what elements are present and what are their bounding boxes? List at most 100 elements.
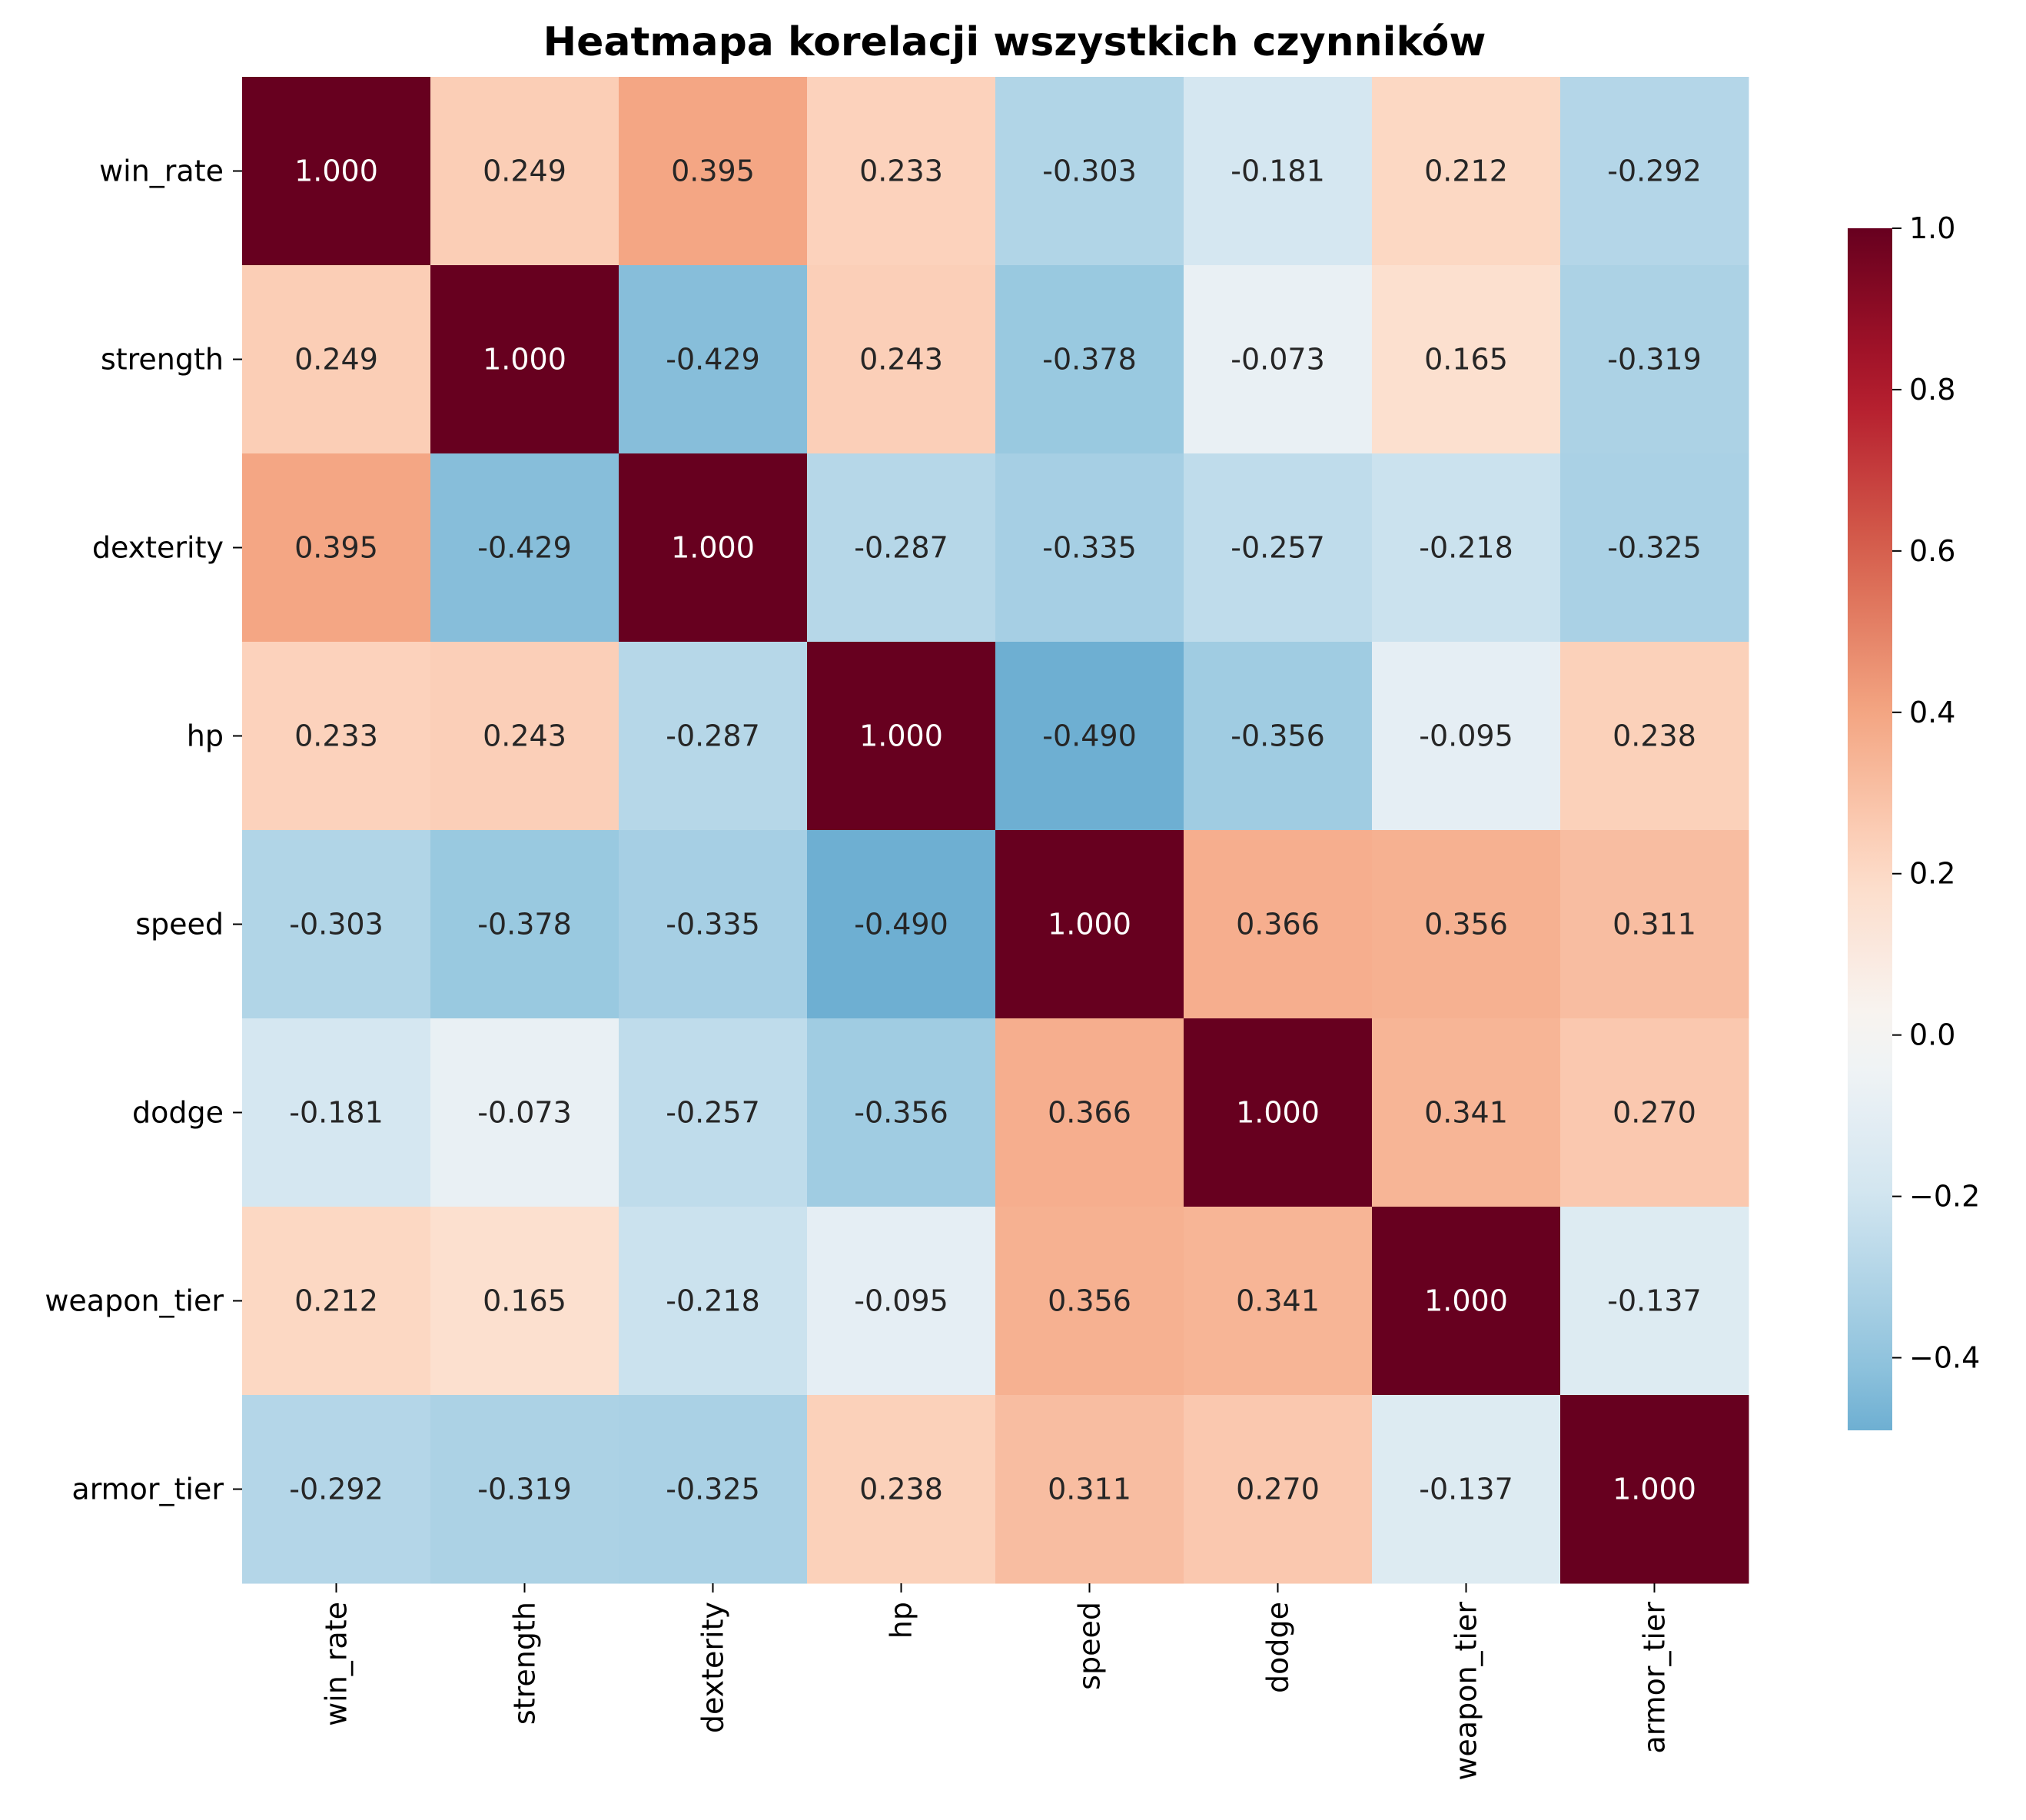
heatmap-cell-labels: 1.000 0.249 0.395 0.233 -0.303 -0.181 0.212 -0.…	[289, 154, 1702, 1506]
x-tick-label: strength	[508, 1602, 542, 1725]
heatmap-cell-win_rate-dexterity	[619, 77, 808, 266]
heatmap-cell-win_rate-hp	[807, 77, 996, 266]
heatmap-cell-dodge-speed	[995, 1018, 1184, 1207]
heatmap-cell-weapon_tier-win_rate	[242, 1207, 431, 1396]
y-axis: win_rate strength dexterity hp speed dodge wea…	[45, 154, 242, 1506]
heatmap-cell-hp-dodge	[1184, 642, 1373, 831]
cell-value-label: 1.000	[294, 154, 378, 188]
colorbar-tick-label: −0.4	[1909, 1341, 1980, 1375]
heatmap-cell-hp-hp	[807, 642, 996, 831]
cell-value-label: -0.378	[477, 908, 572, 942]
heatmap-cell-dexterity-weapon_tier	[1372, 453, 1561, 643]
cell-value-label: 1.000	[1048, 908, 1131, 942]
heatmap-cell-hp-strength	[430, 642, 619, 831]
heatmap-cell-win_rate-win_rate	[242, 77, 431, 266]
heatmap-cell-weapon_tier-armor_tier	[1560, 1207, 1749, 1396]
cell-value-label: -0.429	[666, 343, 760, 377]
heatmap-cell-dodge-weapon_tier	[1372, 1018, 1561, 1207]
colorbar-tick-label: −0.2	[1909, 1180, 1980, 1214]
cell-value-label: 0.311	[1048, 1473, 1131, 1506]
cell-value-label: 0.270	[1236, 1473, 1320, 1506]
x-axis: win_rate strength dexterity hp speed dodge wea…	[320, 1583, 1672, 1781]
cell-value-label: -0.095	[1419, 719, 1513, 753]
heatmap-cell-dexterity-strength	[430, 453, 619, 643]
cell-value-label: -0.292	[1607, 154, 1702, 188]
colorbar-tick-label: 0.0	[1909, 1018, 1955, 1052]
cell-value-label: -0.257	[666, 1096, 760, 1130]
cell-value-label: 0.212	[294, 1284, 378, 1318]
heatmap-cell-win_rate-speed	[995, 77, 1184, 266]
cell-value-label: -0.073	[1231, 343, 1325, 377]
heatmap-cell-strength-armor_tier	[1560, 265, 1749, 454]
cell-value-label: -0.319	[1607, 343, 1702, 377]
heatmap-cell-weapon_tier-dexterity	[619, 1207, 808, 1396]
cell-value-label: -0.490	[1042, 719, 1137, 753]
x-tick-label: win_rate	[320, 1602, 354, 1726]
y-tick-label: dodge	[132, 1096, 224, 1130]
cell-value-label: 0.311	[1612, 908, 1696, 942]
heatmap-cell-weapon_tier-weapon_tier	[1372, 1207, 1561, 1396]
cell-value-label: 1.000	[1236, 1096, 1320, 1130]
heatmap-cell-speed-strength	[430, 830, 619, 1019]
cell-value-label: 0.366	[1048, 1096, 1131, 1130]
heatmap-cell-strength-weapon_tier	[1372, 265, 1561, 454]
heatmap-cell-armor_tier-strength	[430, 1395, 619, 1584]
heatmap-cell-dodge-dodge	[1184, 1018, 1373, 1207]
cell-value-label: 0.238	[859, 1473, 943, 1506]
heatmap-cell-weapon_tier-hp	[807, 1207, 996, 1396]
colorbar-tick-label: 0.8	[1909, 373, 1955, 407]
cell-value-label: -0.335	[1042, 531, 1137, 565]
cell-value-label: 0.356	[1048, 1284, 1131, 1318]
heatmap-cell-dodge-win_rate	[242, 1018, 431, 1207]
chart-title: Heatmapa korelacji wszystkich czynników	[543, 19, 1486, 65]
heatmap-cell-armor_tier-hp	[807, 1395, 996, 1584]
heatmap-cell-win_rate-strength	[430, 77, 619, 266]
heatmap-cell-dodge-armor_tier	[1560, 1018, 1749, 1207]
cell-value-label: -0.429	[477, 531, 572, 565]
cell-value-label: -0.378	[1042, 343, 1137, 377]
colorbar-gradient	[1848, 228, 1892, 1430]
cell-value-label: 0.395	[294, 531, 378, 565]
cell-value-label: 0.356	[1424, 908, 1508, 942]
cell-value-label: 0.165	[1424, 343, 1508, 377]
cell-value-label: -0.218	[1419, 531, 1513, 565]
heatmap-cell-dexterity-speed	[995, 453, 1184, 643]
cell-value-label: -0.073	[477, 1096, 572, 1130]
cell-value-label: -0.319	[477, 1473, 572, 1506]
cell-value-label: -0.325	[1607, 531, 1702, 565]
x-tick-label: armor_tier	[1638, 1602, 1672, 1754]
x-tick-label: hp	[885, 1602, 918, 1639]
heatmap-cell-dodge-hp	[807, 1018, 996, 1207]
heatmap-cell-strength-dexterity	[619, 265, 808, 454]
heatmap-cell-strength-dodge	[1184, 265, 1373, 454]
cell-value-label: -0.303	[289, 908, 384, 942]
cell-value-label: -0.335	[666, 908, 760, 942]
heatmap-cell-strength-speed	[995, 265, 1184, 454]
cell-value-label: -0.325	[666, 1473, 760, 1506]
x-tick-label: dexterity	[696, 1602, 730, 1733]
colorbar: 1.0 0.8 0.6 0.4 0.2 0.0 −0.2 −0.4	[1848, 211, 1980, 1430]
heatmap-cell-speed-dodge	[1184, 830, 1373, 1019]
heatmap-cell-dexterity-dodge	[1184, 453, 1373, 643]
heatmap-cell-weapon_tier-speed	[995, 1207, 1184, 1396]
x-tick-label: weapon_tier	[1450, 1602, 1483, 1781]
y-tick-label: weapon_tier	[45, 1284, 224, 1318]
y-tick-label: armor_tier	[71, 1473, 224, 1506]
colorbar-tick-label: 0.6	[1909, 534, 1955, 568]
heatmap-cell-speed-weapon_tier	[1372, 830, 1561, 1019]
heatmap-cell-strength-hp	[807, 265, 996, 454]
heatmap-cell-speed-win_rate	[242, 830, 431, 1019]
x-tick-label: dodge	[1261, 1602, 1295, 1693]
heatmap-cell-armor_tier-dodge	[1184, 1395, 1373, 1584]
cell-value-label: -0.287	[666, 719, 760, 753]
heatmap-cell-armor_tier-armor_tier	[1560, 1395, 1749, 1584]
cell-value-label: -0.181	[1231, 154, 1325, 188]
cell-value-label: -0.218	[666, 1284, 760, 1318]
heatmap-cell-dexterity-armor_tier	[1560, 453, 1749, 643]
heatmap-cell-dodge-strength	[430, 1018, 619, 1207]
heatmap-cell-dexterity-hp	[807, 453, 996, 643]
cell-value-label: 0.249	[483, 154, 566, 188]
y-tick-label: hp	[187, 719, 224, 753]
cell-value-label: -0.095	[854, 1284, 948, 1318]
heatmap-cell-win_rate-dodge	[1184, 77, 1373, 266]
